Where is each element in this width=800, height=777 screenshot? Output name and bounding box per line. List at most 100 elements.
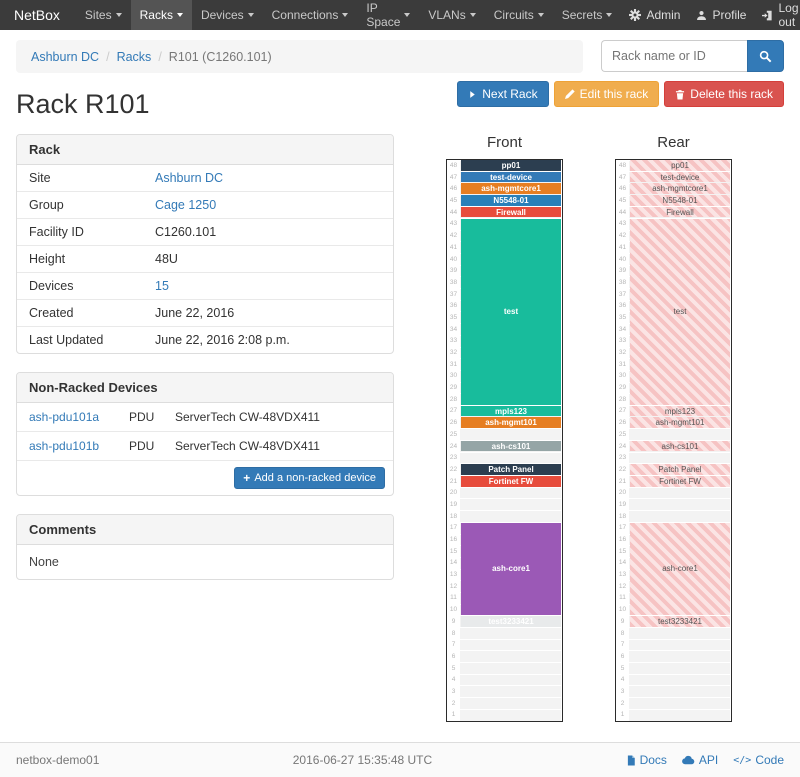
rack-device-patch-panel[interactable]: Patch Panel [461,464,561,475]
breadcrumb-item-ashburn-dc[interactable]: Ashburn DC [31,49,100,64]
add-non-racked-device-button[interactable]: + Add a non-racked device [234,467,385,490]
rack-device-name: ash-cs101 [491,441,531,451]
api-link[interactable]: API [682,753,718,767]
device-name-link[interactable]: ash-pdu101b [29,439,100,453]
rack-device-ash-core1[interactable]: ash-core1 [630,522,730,616]
attribute-value-site[interactable]: Ashburn DC [155,171,224,185]
rack-unit-23: 23 [616,452,731,464]
nav-item-circuits[interactable]: Circuits [485,0,553,30]
rack-unit-number: 9 [620,617,625,625]
rack-device-pp01[interactable]: pp01 [630,160,730,171]
rack-device-mpls123[interactable]: mpls123 [630,405,730,417]
breadcrumb-item-racks[interactable]: Racks [116,49,152,64]
rack-device-fortinet-fw[interactable]: Fortinet FW [630,475,730,487]
user-icon [696,10,707,21]
rack-device-n5548-01[interactable]: N5548-01 [461,195,561,206]
admin-link[interactable]: Admin [621,0,688,30]
rack-unit-number: 1 [451,711,456,719]
search-button[interactable] [747,40,784,72]
search-input[interactable] [601,40,747,72]
rack-device-patch-panel[interactable]: Patch Panel [630,464,730,475]
attribute-value-facility-id: C1260.101 [155,225,217,239]
rack-device-mpls123[interactable]: mpls123 [461,405,561,417]
rack-device-name: ash-mgmtcore1 [481,184,541,194]
rack-unit-number: 25 [618,430,627,438]
rack-device-test-device[interactable]: test-device [630,171,730,183]
rack-unit-number: 33 [618,337,627,345]
attribute-value-last-updated: June 22, 2016 2:08 p.m. [155,333,290,347]
rack-unit-7: 7 [447,639,562,651]
profile-link[interactable]: Profile [688,0,754,30]
device-role: PDU [129,439,155,453]
empty-unit [629,511,730,522]
rack-unit-number: 8 [451,629,456,637]
empty-unit [460,651,561,663]
rack-unit-number: 4 [451,676,456,684]
rack-unit-2: 2 [447,698,562,710]
next-rack-button[interactable]: Next Rack [457,81,549,108]
rack-unit-number: 21 [449,477,458,485]
nav-item-devices[interactable]: Devices [192,0,263,30]
rack-unit-number: 25 [449,430,458,438]
trash-icon [675,89,685,100]
nav-item-vlans[interactable]: VLANs [419,0,484,30]
rack-unit-3: 3 [616,686,731,698]
empty-unit [460,499,561,511]
rack-unit-number: 45 [618,197,627,205]
rack-device-ash-mgmtcore1[interactable]: ash-mgmtcore1 [461,183,561,195]
delete-rack-button[interactable]: Delete this rack [664,81,784,108]
attribute-value-created: June 22, 2016 [155,306,235,320]
nav-item-sites[interactable]: Sites [76,0,131,30]
rack-unit-number: 47 [618,173,627,181]
empty-unit [629,686,730,698]
nav-item-ip-space[interactable]: IP Space [357,0,419,30]
code-link[interactable]: </> Code [733,753,784,767]
brand[interactable]: NetBox [14,7,60,23]
log-out-link[interactable]: Log out [754,0,800,30]
rack-device-name: Fortinet FW [488,476,534,486]
rack-unit-number: 6 [451,652,456,660]
empty-unit [460,639,561,651]
rack-device-fortinet-fw[interactable]: Fortinet FW [461,475,561,487]
attribute-value-devices[interactable]: 15 [155,279,169,293]
rack-unit-number: 44 [449,208,458,216]
rack-device-test-device[interactable]: test-device [461,171,561,183]
nav-item-secrets[interactable]: Secrets [553,0,622,30]
edit-rack-button[interactable]: Edit this rack [553,81,660,108]
rack-unit-number: 29 [618,384,627,392]
rack-device-n5548-01[interactable]: N5548-01 [630,195,730,206]
caret-down-icon [606,13,613,17]
rack-device-test3233421[interactable]: test3233421 [630,616,730,627]
rack-device-ash-mgmtcore1[interactable]: ash-mgmtcore1 [630,183,730,195]
rack-elevations: Front 48 47 46 45 44 43 42 41 40 39 38 37 36 35 34 33 32… [394,134,784,722]
nav-item-connections[interactable]: Connections [263,0,358,30]
docs-link[interactable]: Docs [626,753,667,767]
rack-device-name: ash-mgmt101 [655,418,705,428]
rack-unit-number: 43 [449,220,458,228]
rack-device-ash-core1[interactable]: ash-core1 [461,522,561,616]
rack-device-name: N5548-01 [662,195,698,205]
rack-device-firewall[interactable]: Firewall [461,206,561,218]
rack-unit-number: 46 [449,185,458,193]
attribute-label: Height [29,252,66,266]
breadcrumb-row: Ashburn DC / Racks / R101 (C1260.101) [16,40,784,73]
rack-device-firewall[interactable]: Firewall [630,206,730,218]
rack-device-ash-cs101[interactable]: ash-cs101 [630,440,730,452]
search-icon [759,50,772,63]
rack-attribute-row: Last Updated June 22, 2016 2:08 p.m. [17,326,393,353]
device-name-link[interactable]: ash-pdu101a [29,410,100,424]
nav-item-racks[interactable]: Racks [130,0,192,30]
rack-device-test[interactable]: test [461,218,561,405]
rack-unit-number: 17 [449,524,458,532]
rack-device-test3233421[interactable]: test3233421 [461,616,561,627]
rack-device-pp01[interactable]: pp01 [461,160,561,171]
rack-device-test[interactable]: test [630,218,730,405]
code-icon: </> [733,754,752,766]
rack-unit-25: 25 [616,429,731,441]
nav-right-label: Admin [646,8,681,22]
rack-device-ash-mgmt101[interactable]: ash-mgmt101 [630,417,730,429]
rack-device-ash-mgmt101[interactable]: ash-mgmt101 [461,417,561,429]
attribute-value-group[interactable]: Cage 1250 [155,198,217,212]
rack-device-ash-cs101[interactable]: ash-cs101 [461,440,561,452]
logout-icon [762,10,773,21]
